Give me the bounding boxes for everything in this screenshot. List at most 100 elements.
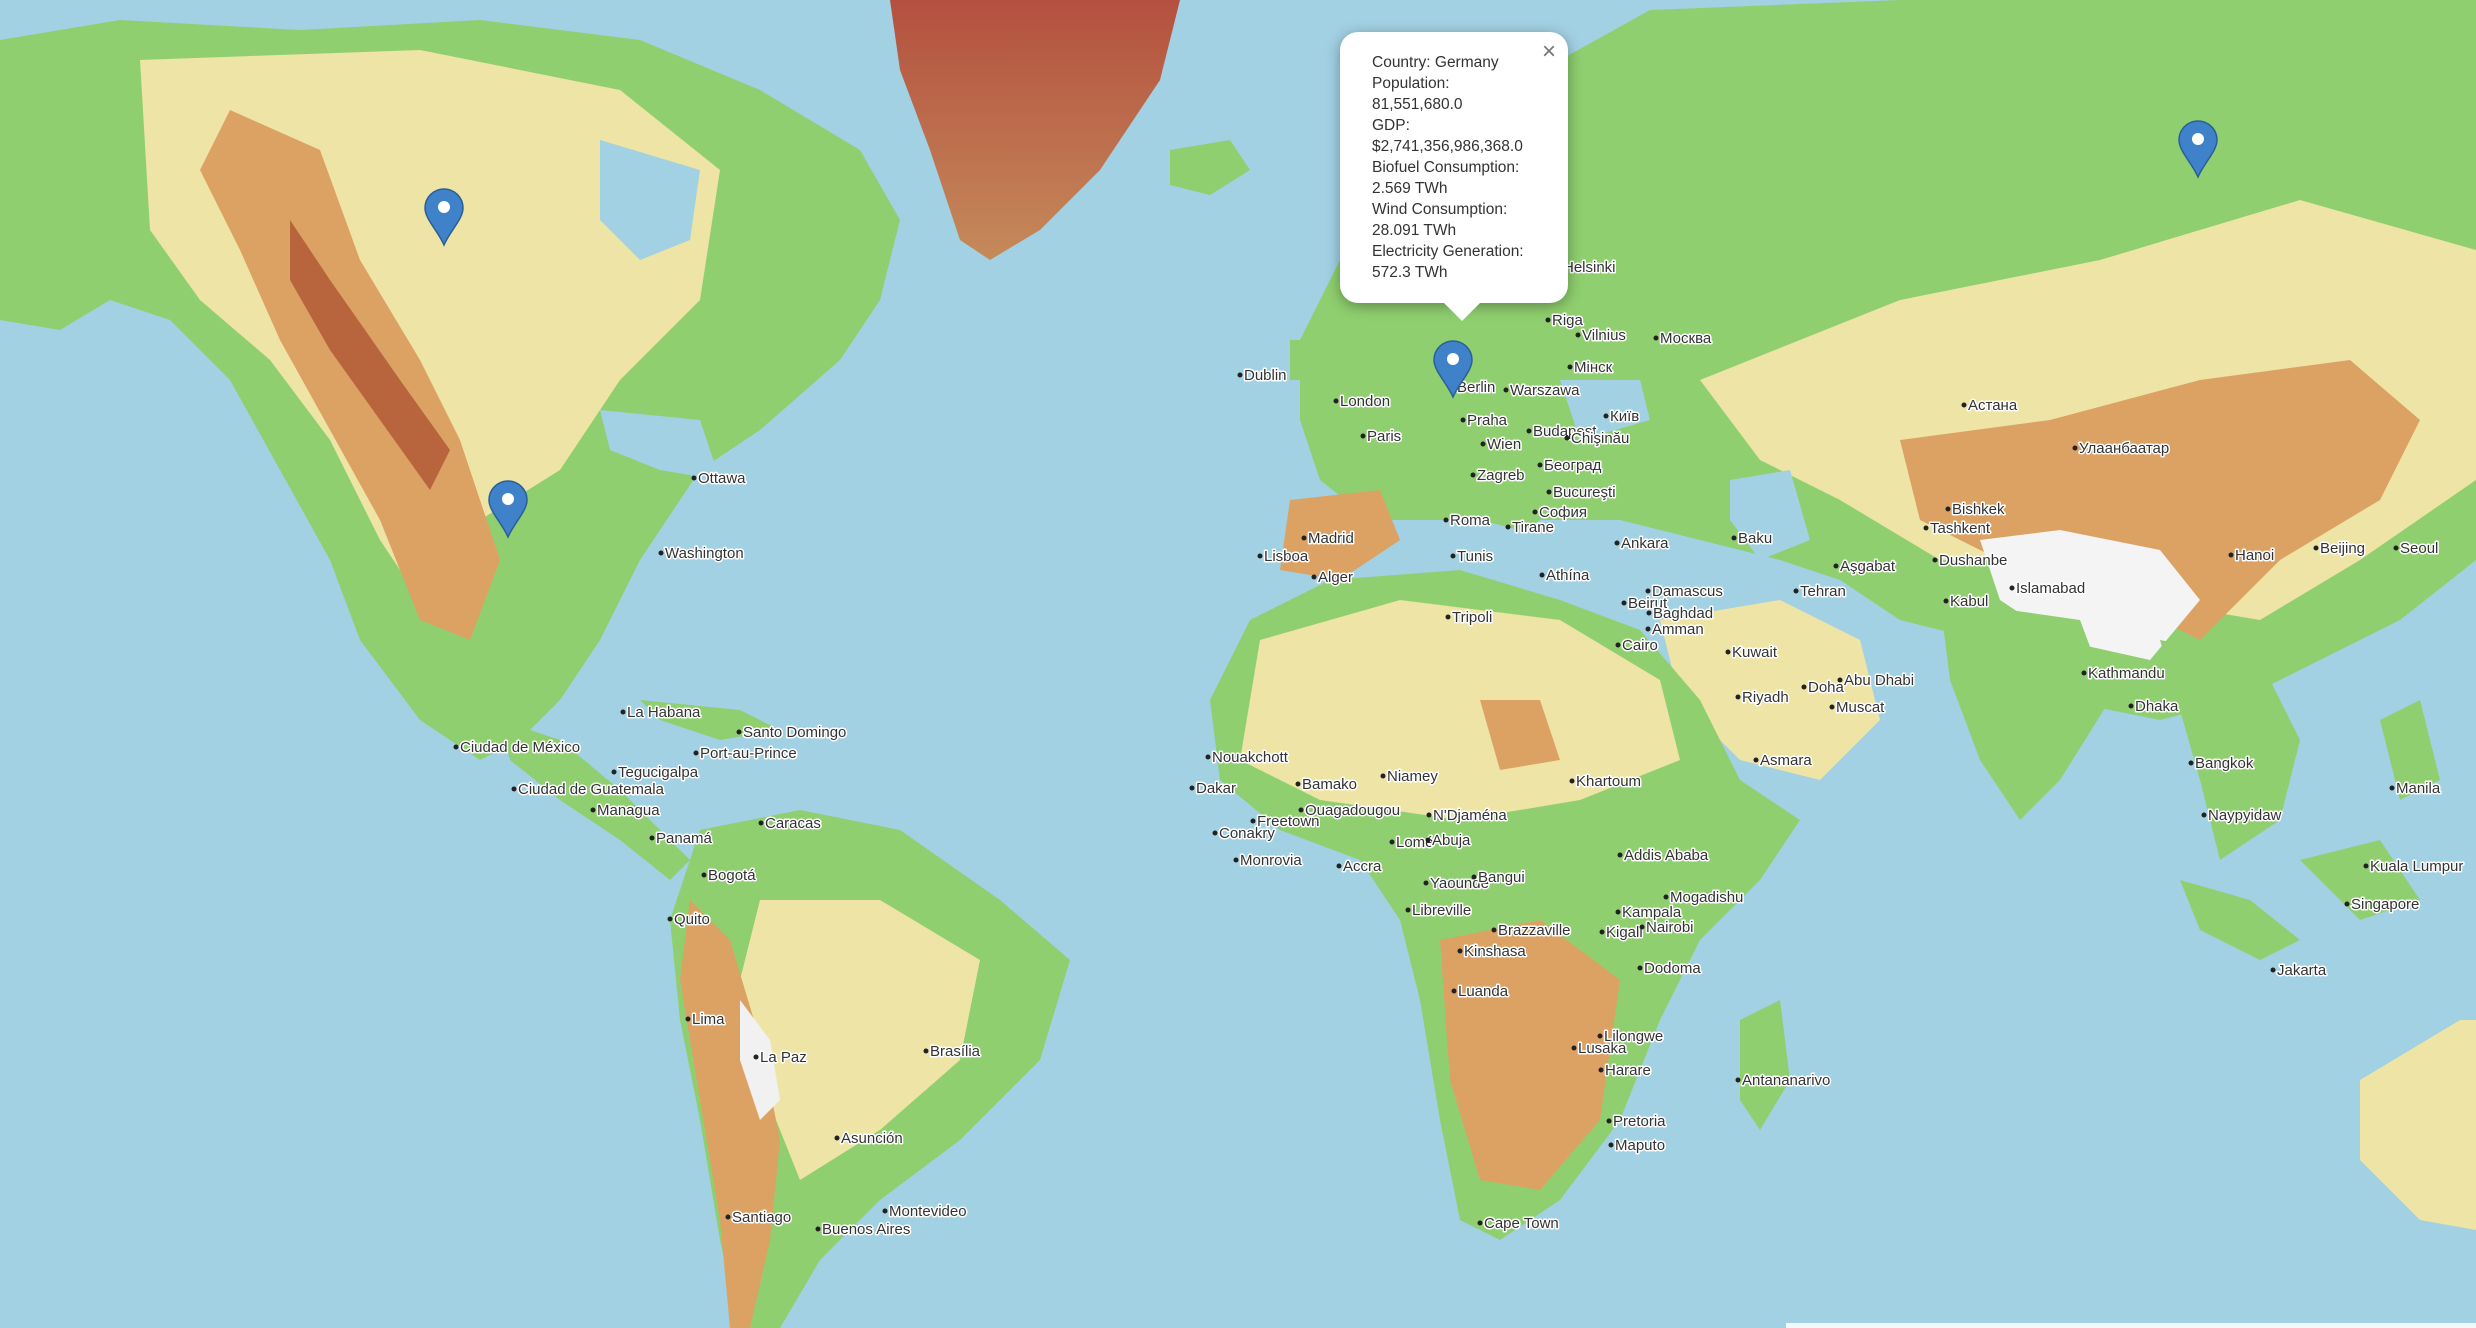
city-label: Seoul — [2400, 540, 2438, 557]
city-dot — [1443, 517, 1449, 523]
city-dot — [1457, 948, 1463, 954]
city-dot — [1598, 1067, 1604, 1073]
city-label: Улаанбаатар — [2079, 440, 2169, 457]
marker-germany[interactable] — [1433, 340, 1473, 399]
city-dot — [1569, 778, 1575, 784]
south-america — [670, 810, 1070, 1328]
city-dot — [1608, 1142, 1614, 1148]
city-label: Ankara — [1621, 535, 1669, 552]
city-label: Quito — [674, 911, 710, 928]
city-dot — [453, 744, 459, 750]
city-dot — [1298, 807, 1304, 813]
city-label: La Habana — [627, 704, 701, 721]
city-label: Kigali — [1606, 924, 1643, 941]
city-dot — [701, 872, 707, 878]
city-label: Астана — [1968, 397, 2018, 414]
city-label: Washington — [665, 545, 744, 562]
city-label: Beijing — [2320, 540, 2365, 557]
africa — [1210, 570, 1800, 1240]
city-label: Caracas — [765, 815, 821, 832]
city-dot — [2081, 670, 2087, 676]
city-dot — [1735, 1077, 1741, 1083]
city-label: Bamako — [1302, 776, 1357, 793]
city-label: Bangkok — [2195, 755, 2254, 772]
city-label: Tripoli — [1452, 609, 1492, 626]
city-label: Brazzaville — [1498, 922, 1571, 939]
city-dot — [1663, 894, 1669, 900]
greenland — [890, 0, 1250, 260]
city-dot — [1639, 924, 1645, 930]
pin-center — [502, 493, 514, 505]
popup-tip — [1444, 303, 1480, 321]
city-label: Ciudad de México — [460, 739, 580, 756]
city-dot — [1532, 509, 1538, 515]
city-dot — [1833, 563, 1839, 569]
city-label: Warszawa — [1510, 382, 1580, 399]
city-dot — [1539, 572, 1545, 578]
city-label: Москва — [1660, 330, 1712, 347]
city-label: Tunis — [1457, 548, 1493, 565]
city-dot — [1451, 988, 1457, 994]
city-dot — [611, 769, 617, 775]
city-dot — [1645, 588, 1651, 594]
city-dot — [1653, 335, 1659, 341]
city-dot — [1614, 540, 1620, 546]
city-dot — [1731, 535, 1737, 541]
map-pin-icon[interactable] — [2178, 120, 2218, 179]
city-label: Dodoma — [1644, 960, 1701, 977]
city-dot — [1295, 781, 1301, 787]
markers-layer — [424, 120, 2218, 539]
city-dot — [815, 1226, 821, 1232]
city-dot — [1505, 524, 1511, 530]
city-label: Conakry — [1219, 825, 1275, 842]
city-dot — [753, 1054, 759, 1060]
city-dot — [2128, 703, 2134, 709]
city-label: Naypyidaw — [2208, 807, 2282, 824]
city-label: Amman — [1652, 621, 1704, 638]
marker-russia[interactable] — [2178, 120, 2218, 179]
map-pin-icon[interactable] — [1433, 340, 1473, 399]
city-dot — [1470, 472, 1476, 478]
city-dot — [1425, 837, 1431, 843]
city-label: София — [1539, 504, 1587, 521]
city-dot — [1646, 610, 1652, 616]
city-dot — [1212, 830, 1218, 836]
city-dot — [1250, 818, 1256, 824]
city-label: Lisboa — [1264, 548, 1309, 565]
city-dot — [691, 475, 697, 481]
marker-united-states[interactable] — [488, 480, 528, 539]
city-dot — [1526, 428, 1532, 434]
city-dot — [2313, 545, 2319, 551]
popup-close-button[interactable]: × — [1541, 38, 1556, 65]
city-dot — [620, 709, 626, 715]
city-dot — [1491, 927, 1497, 933]
city-label: Doha — [1808, 679, 1845, 696]
city-dot — [511, 786, 517, 792]
city-label: Madrid — [1308, 530, 1354, 547]
city-label: Libreville — [1412, 902, 1471, 919]
map-pin-icon[interactable] — [424, 188, 464, 247]
city-label: Budapest — [1533, 423, 1597, 440]
city-dot — [1480, 441, 1486, 447]
city-dot — [1932, 557, 1938, 563]
city-label: Lusaka — [1578, 1040, 1627, 1057]
city-label: Dushanbe — [1939, 552, 2007, 569]
pin-center — [438, 201, 450, 213]
city-dot — [1450, 553, 1456, 559]
city-dot — [1380, 773, 1386, 779]
city-label: Muscat — [1836, 699, 1885, 716]
city-label: Aşgabat — [1840, 558, 1896, 575]
map-pin-icon[interactable] — [488, 480, 528, 539]
city-dot — [1571, 1045, 1577, 1051]
popup-content: Country: Germany Population: 81,551,680.… — [1340, 32, 1568, 303]
city-dot — [1621, 600, 1627, 606]
city-label: Abuja — [1432, 832, 1471, 849]
city-label: Nouakchott — [1212, 749, 1289, 766]
city-label: Maputo — [1615, 1137, 1665, 1154]
city-dot — [693, 750, 699, 756]
city-dot — [1477, 1220, 1483, 1226]
marker-canada[interactable] — [424, 188, 464, 247]
city-label: Mogadishu — [1670, 889, 1743, 906]
city-label: Damascus — [1652, 583, 1723, 600]
